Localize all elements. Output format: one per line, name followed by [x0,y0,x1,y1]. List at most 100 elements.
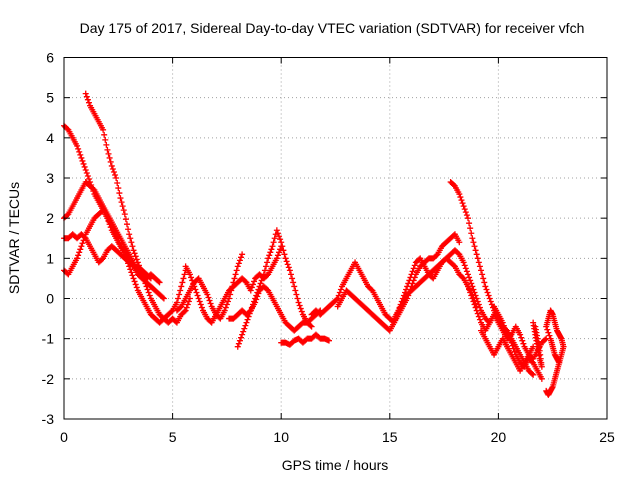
data-point [466,286,473,293]
data-point [292,287,299,294]
data-point [461,262,468,269]
data-point [459,200,466,207]
data-point [184,301,191,308]
x-tick-labels: 0 5 10 15 20 25 [60,429,615,445]
data-point [64,125,71,132]
data-point [467,225,474,232]
data-point [207,300,214,307]
y-tick-labels: -3 -2 -1 0 1 2 3 4 5 6 [42,50,55,428]
data-point [466,220,473,227]
data-point [252,299,259,306]
y-axis-label: SDTVAR / TECUs [6,182,22,294]
data-point [471,301,478,308]
y-tick-label: 5 [46,90,54,106]
data-point [79,240,86,247]
data-point [181,308,188,315]
data-point [155,278,162,285]
data-point [532,323,539,330]
data-point [110,168,117,175]
x-tick-label: 25 [599,429,615,445]
series-sat-k [308,231,463,326]
data-point [224,298,231,305]
plot-frame [63,57,608,420]
data-point [109,165,116,172]
data-point [168,308,175,315]
data-point [467,289,474,296]
series-sat-c [82,90,193,326]
data-point [280,247,287,254]
data-point [480,275,487,282]
data-point [113,175,120,181]
data-point [234,263,241,270]
x-tick-label: 20 [491,429,507,445]
data-point [411,262,418,269]
data-point [410,265,417,272]
data-point [461,206,468,213]
data-point [143,283,150,290]
data-point [115,185,122,192]
data-point [271,235,278,242]
data-point [144,286,151,293]
y-tick-label: 3 [46,170,54,186]
data-point [473,251,480,258]
data-point [281,251,288,258]
data-point [90,186,97,193]
data-point [307,322,314,329]
axis-ticks [63,57,608,420]
data-point [277,236,284,243]
data-point [75,145,82,152]
data-point [476,316,483,323]
data-point [74,255,81,262]
data-point [140,274,147,281]
data-point [248,284,255,291]
data-point [403,286,410,293]
series-sat-e [61,231,154,282]
data-point [269,243,276,250]
data-point [337,286,344,293]
data-point [298,308,305,315]
data-point [474,255,481,262]
data-point [75,252,82,259]
data-point [325,337,332,344]
data-point [293,291,300,298]
data-point [408,271,415,278]
data-point [336,289,343,296]
data-point [241,325,248,332]
data-point [102,136,109,143]
data-point [83,93,90,100]
data-point [82,90,89,97]
data-point [273,255,280,262]
data-point [485,292,492,299]
data-point [142,280,149,287]
y-tick-label: 0 [46,291,54,307]
y-tick-label: -1 [42,331,55,347]
data-point [104,146,111,153]
data-point [238,254,245,261]
data-point [530,371,537,378]
data-point [508,339,515,346]
data-point [466,274,473,281]
y-tick-label: -3 [42,411,55,427]
data-point [266,252,273,259]
data-point [127,235,134,242]
data-point [264,272,271,279]
data-point [501,325,508,332]
data-point [475,313,482,320]
data-point [283,258,290,265]
data-point [517,331,524,338]
data-point [239,251,246,258]
x-axis-label: GPS time / hours [282,457,389,473]
data-point [278,239,285,246]
data-point [472,247,479,254]
data-point [463,268,470,275]
series-sat-s [530,319,545,370]
data-point [77,246,84,253]
data-point [406,277,413,284]
data-point [473,307,480,314]
y-tick-label: 2 [46,210,54,226]
data-point [126,231,133,238]
data-point [181,271,188,278]
data-point [204,291,211,298]
series-sat-q [478,327,550,374]
